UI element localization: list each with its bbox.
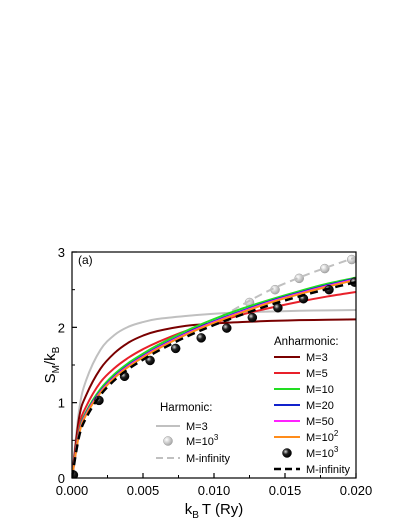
anharmonic-series-m-10-3-markers [72,277,356,478]
anharmonic-legend-m-10-label: M=10 [306,384,334,396]
anharmonic-series-m-10-3-point [247,312,258,323]
harmonic-legend: Harmonic: M=3 M=103 M-infinity [156,402,231,465]
anharmonic-series-m-10-3-point [94,395,104,406]
plot-frame [71,251,357,479]
anharmonic-series-m-3-line [72,318,356,478]
x-tick-label: 0.005 [127,483,160,498]
anharmonic-series-m-infinity-line [72,280,356,478]
anharmonic-legend: Anharmonic: M=3 M=5 M=10 M=20 M=50M=102M=103… [274,336,351,476]
anharmonic-legend-m-3-label: M=3 [306,352,328,364]
anharmonic-legend-m-5-label: M=5 [306,368,328,380]
y-tick-label: 3 [58,245,65,260]
anharmonic-legend-m-10-2-label: M=102 [306,429,339,444]
anharmonic-legend-title: Anharmonic: [274,336,339,348]
harmonic-legend-label-m1000: M=103 [186,433,219,448]
anharmonic-series-m-10-3-point [196,333,206,343]
anharmonic-series-m-10-3-point [145,355,155,366]
harmonic-legend-title: Harmonic: [160,402,212,414]
y-axis-title: SM/kB [42,346,62,383]
anharmonic-series-m-10-2-line [72,278,356,478]
panel-label: (a) [78,253,93,267]
y-tick-label: 2 [58,320,65,335]
x-tick-label: 0.015 [269,483,302,498]
x-tick-label: 0.020 [340,483,373,498]
anharmonic-legend-m-infinity-label: M-infinity [306,464,351,476]
anharmonic-series-m-10-3-point [222,323,232,333]
anharmonic-legend-m-10-3-label: M=103 [306,445,339,460]
anharmonic-series-m-10-3-point [170,343,181,354]
anharmonic-legend-m-10-3-marker [282,448,292,458]
anharmonic-legend-m-50-label: M=50 [306,416,334,428]
anharmonic-legend-m-20-label: M=20 [306,400,334,412]
harmonic-legend-marker-m1000 [163,436,173,446]
x-axis-title: kB T (Ry) [185,501,244,521]
y-tick-label: 0 [58,471,65,486]
x-tick-label: 0.010 [198,483,231,498]
harmonic-series-m-infinity-line [220,256,356,319]
x-tick-label: 0.000 [56,483,89,498]
harmonic-legend-label-minf: M-infinity [186,453,231,465]
harmonic-legend-label-m3: M=3 [186,421,208,433]
harmonic-series-m-3-line [72,309,356,478]
anharmonic-series-m-5-line [72,290,356,478]
y-tick-label: 1 [58,396,65,411]
